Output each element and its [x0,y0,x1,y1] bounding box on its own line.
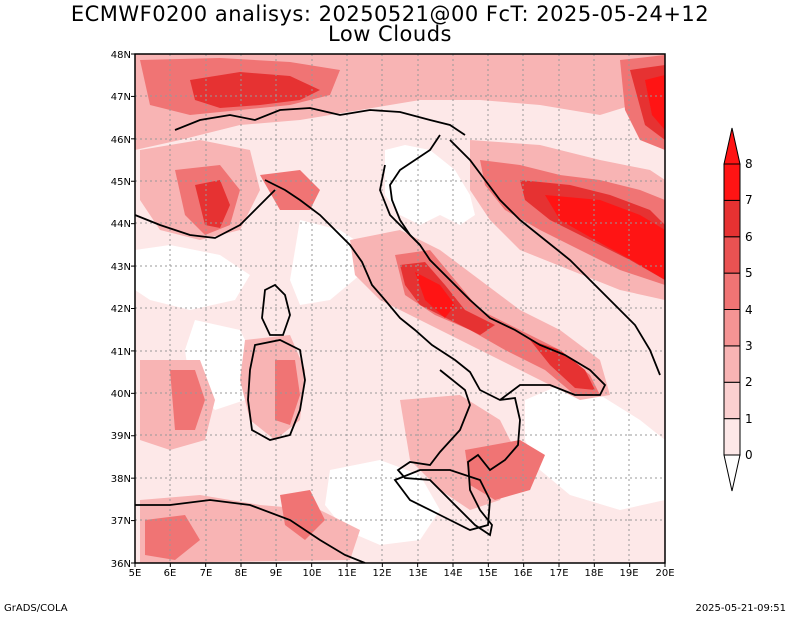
lon-label: 18E [584,568,603,579]
lon-label: 14E [443,568,462,579]
colorbar-box [723,236,741,274]
lon-label: 15E [478,568,497,579]
colorbar-label: 7 [745,193,753,207]
colorbar-box [723,381,741,420]
colorbar: 8 7 6 5 4 3 2 1 0 [723,127,753,492]
lat-label: 37N [111,516,131,527]
lon-label: 19E [619,568,638,579]
clear-area-ionian [525,385,665,510]
sardinia-coast [247,339,306,441]
lat-label: 44N [111,219,131,230]
footer-software-label: GrADS/COLA [4,603,68,614]
lon-label: 8E [235,568,248,579]
colorbar-box [723,418,741,456]
france-coast [135,189,276,239]
colorbar-label: 1 [745,412,753,426]
clear-area-west-sea [135,245,250,310]
lat-label: 36N [111,559,131,570]
lat-label: 47N [111,92,131,103]
lon-label: 9E [270,568,283,579]
sicily-coast [393,469,491,531]
corsica-coast [261,283,291,336]
lat-label: 45N [111,177,131,188]
footer-timestamp: 2025-05-21-09:51 [695,603,786,614]
africa-coast [135,499,366,563]
axis-ticks [131,53,666,567]
lon-label: 6E [164,568,177,579]
colorbar-boxes [723,163,741,456]
colorbar-box [723,163,741,201]
colorbar-bottom-arrow [723,454,741,492]
colorbar-label: 2 [745,375,753,389]
colorbar-box [723,199,741,238]
adriatic-west [379,164,421,246]
lat-label: 46N [111,135,131,146]
lat-label: 48N [111,50,131,61]
lon-label: 16E [513,568,532,579]
lon-label: 11E [337,568,356,579]
clear-area-south-sea [325,460,440,545]
lon-label: 13E [408,568,427,579]
colorbar-label: 3 [745,339,753,353]
lat-label: 41N [111,347,131,358]
lon-label: 12E [372,568,391,579]
cloud-field [135,54,665,563]
balkan-coast [449,139,661,376]
colorbar-box [723,345,741,383]
lat-label: 40N [111,389,131,400]
lat-label: 38N [111,474,131,485]
colorbar-label: 4 [745,303,753,317]
lon-label: 17E [549,568,568,579]
clear-area-tyrrhenian [290,220,370,305]
coastlines [135,107,661,563]
colorbar-box [723,272,741,310]
lon-label: 10E [302,568,321,579]
lon-label: 20E [655,568,674,579]
alps-border [174,107,466,136]
lat-label: 43N [111,262,131,273]
colorbar-label: 0 [745,448,753,462]
colorbar-top-arrow [723,127,741,165]
lon-label: 5E [129,568,142,579]
lat-label: 42N [111,304,131,315]
lat-label: 39N [111,431,131,442]
lon-label: 7E [200,568,213,579]
colorbar-label: 5 [745,266,753,280]
italy-coast [264,134,607,537]
colorbar-box [723,309,741,347]
colorbar-label: 6 [745,230,753,244]
chart-title-line2: Low Clouds [328,22,452,46]
colorbar-label: 8 [745,157,753,171]
chart-title-line1: ECMWF0200 analisys: 20250521@00 FcT: 202… [70,2,710,26]
